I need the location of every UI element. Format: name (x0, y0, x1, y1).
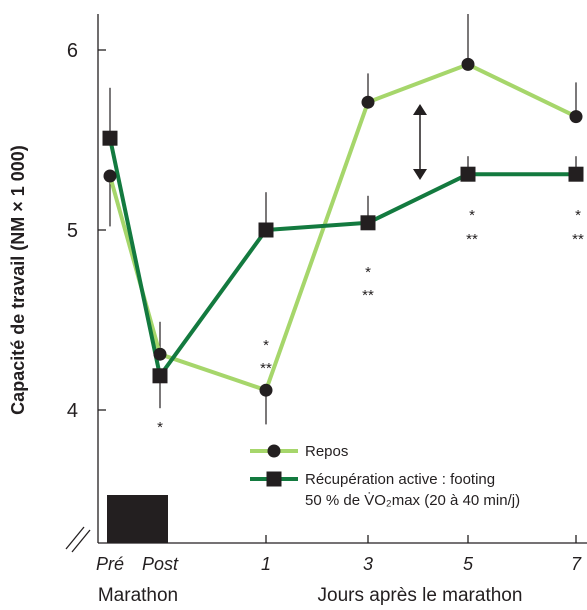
group-label-marathon: Marathon (98, 585, 178, 606)
x-tick-label: Pré (96, 554, 124, 574)
series-markers (102, 57, 584, 397)
data-point-active (258, 222, 274, 238)
marathon-bar-layer (107, 495, 168, 543)
data-point-active (152, 368, 168, 384)
significance-mark: ** (260, 360, 272, 377)
series-line-active (108, 137, 576, 378)
significance-mark: * (263, 337, 269, 354)
group-label-days: Jours après le marathon (318, 585, 523, 606)
significance-mark: * (575, 207, 581, 224)
data-point-repos (461, 57, 475, 71)
legend-label-repos: Repos (305, 443, 348, 460)
x-tick-label: 7 (571, 554, 582, 574)
y-tick-label: 5 (67, 220, 78, 242)
data-point-repos (103, 169, 117, 183)
data-point-repos (361, 95, 375, 109)
double-arrow-head-up (413, 104, 427, 115)
axis-break-mark (71, 529, 91, 553)
y-tick-label: 6 (67, 40, 78, 62)
axes: 4 5 6 Pré Post 1 3 5 7 (65, 14, 587, 574)
legend: Repos Récupération active : footing 50 % d… (250, 443, 520, 509)
data-point-active (360, 215, 376, 231)
legend-marker-active (266, 471, 282, 487)
data-point-repos (259, 383, 273, 397)
y-tick-label: 4 (67, 400, 78, 422)
double-arrow-head-down (413, 169, 427, 180)
data-point-active (102, 130, 118, 146)
legend-label-active-line2: 50 % de V̇O₂max (20 à 40 min/j) (305, 492, 520, 509)
series-lines (108, 62, 577, 393)
x-tick-label: 5 (463, 554, 474, 574)
y-axis-label: Capacité de travail (NM × 1 000) (8, 145, 28, 415)
legend-marker-repos (267, 444, 281, 458)
data-point-active (568, 166, 584, 182)
significance-mark: * (365, 264, 371, 281)
significance-mark: ** (362, 287, 374, 304)
data-point-repos (153, 347, 167, 361)
legend-label-active-line1: Récupération active : footing (305, 471, 495, 488)
x-tick-label: Post (142, 554, 179, 574)
data-point-repos (569, 110, 583, 124)
annotation-layer (413, 104, 427, 180)
x-tick-label: 1 (261, 554, 271, 574)
significance-mark: * (157, 419, 163, 436)
significance-mark: ** (572, 231, 584, 248)
marathon-bar (107, 495, 168, 543)
data-point-active (460, 166, 476, 182)
series-line-repos (108, 62, 577, 393)
significance-marks: ************* (157, 207, 584, 436)
axis-break-mark (65, 526, 85, 550)
significance-mark: * (469, 207, 475, 224)
x-tick-label: 3 (363, 554, 373, 574)
significance-mark: ** (466, 231, 478, 248)
